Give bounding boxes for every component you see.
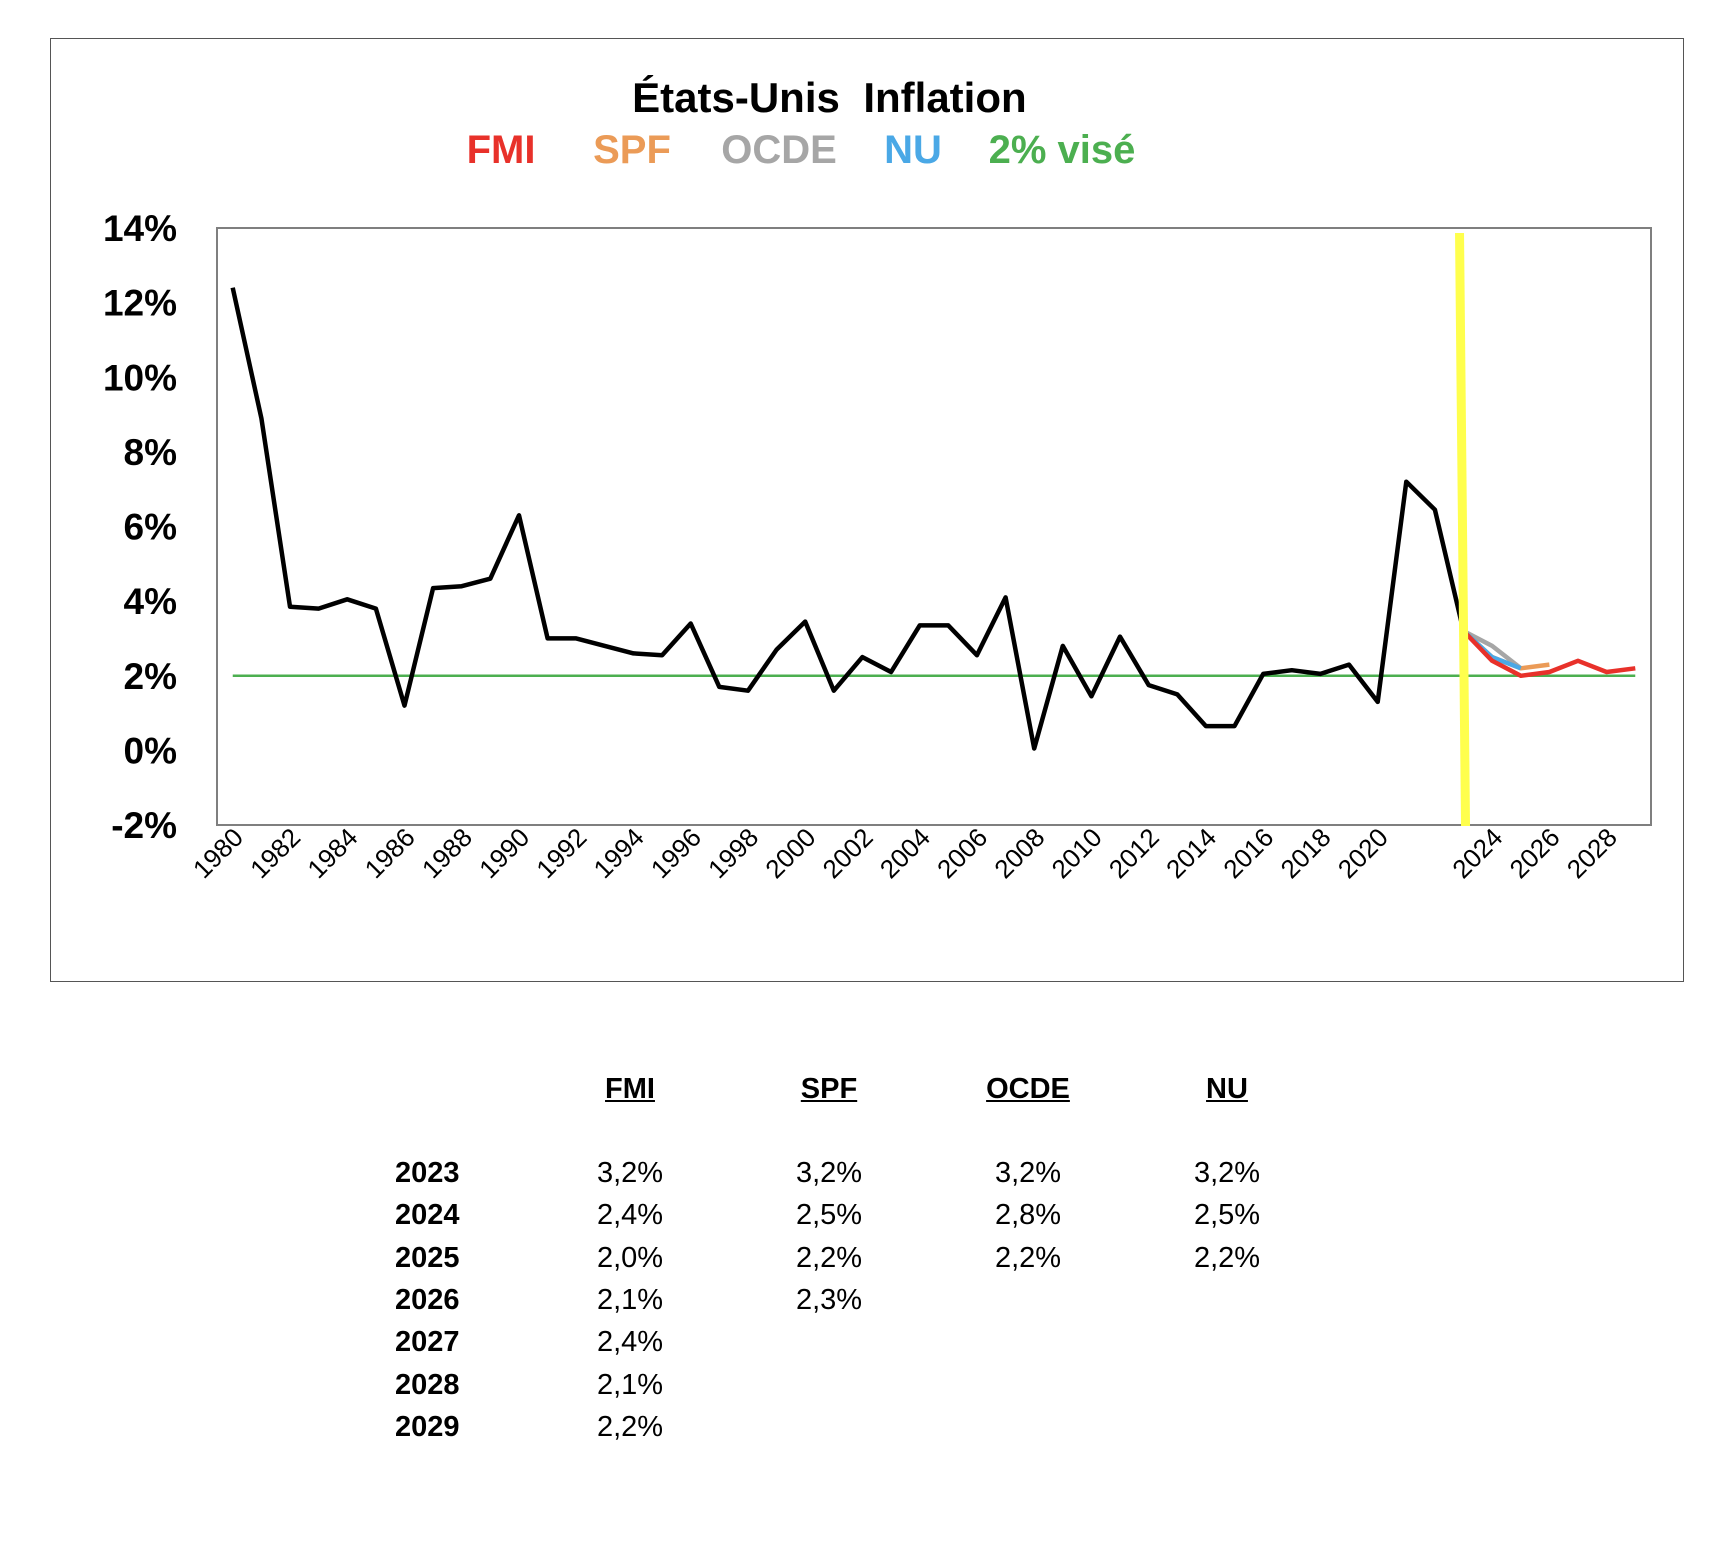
x-tick-label: 1990 (473, 822, 535, 884)
y-tick-label: 14% (103, 208, 177, 249)
plot-area (216, 227, 1652, 826)
table-cell: 2,4% (596, 1326, 664, 1359)
y-tick-label: 12% (103, 283, 177, 324)
x-tick-label: 2024 (1446, 822, 1508, 884)
chart-title: États-Unis (632, 74, 840, 121)
table-header-spf: SPF (800, 1073, 858, 1105)
x-tick-label: 2002 (817, 822, 879, 884)
table-row-year: 2027 (395, 1326, 460, 1359)
y-tick-label: 2% (124, 656, 177, 697)
table-cell: 2,5% (1193, 1199, 1261, 1232)
x-tick-label: 1996 (645, 822, 707, 884)
table-cell: 2,2% (994, 1241, 1062, 1274)
x-tick-label: 2012 (1103, 822, 1165, 884)
x-tick-label: 2008 (988, 822, 1050, 884)
y-tick-label: 10% (103, 357, 177, 398)
table-cell: 3,2% (795, 1157, 863, 1189)
table-cell: 3,2% (596, 1157, 664, 1189)
x-tick-label: 1980 (187, 822, 249, 884)
table-cell: 2,2% (795, 1241, 863, 1274)
table-row-year: 2026 (395, 1283, 460, 1316)
table-cell: 2,1% (596, 1283, 664, 1316)
table-cell: 2,3% (795, 1283, 863, 1316)
legend-item-4: NU (884, 128, 942, 172)
y-tick-label: 8% (124, 432, 177, 473)
chart-container: États-Unis Inflation FMI SPF OCDE NU 2% visé 14… (50, 38, 1684, 982)
series-line-fmi (1461, 629, 1636, 679)
series-line-ocde (1462, 629, 1523, 671)
legend-item-5: 2% visé (989, 128, 1136, 172)
legend-item-1: FMI (467, 128, 536, 172)
table-cell: 2,0% (596, 1241, 664, 1274)
table-header-ocde: OCDE (986, 1073, 1070, 1105)
x-tick-label: 1982 (244, 822, 306, 884)
x-tick-label: 2010 (1046, 822, 1108, 884)
table-row-year: 2024 (395, 1199, 460, 1232)
table-row-year: 2028 (395, 1368, 460, 1401)
chart-svg: États-Unis Inflation FMI SPF OCDE NU 2% visé 14… (103, 74, 1652, 884)
x-tick-label: 1994 (588, 822, 650, 884)
table-row-year: 2025 (395, 1241, 460, 1274)
legend-item-3: OCDE (721, 128, 837, 172)
x-tick-label: 1998 (702, 822, 764, 884)
x-tick-label: 2016 (1217, 822, 1279, 884)
y-tick-label: 4% (124, 581, 177, 622)
chart-title-right: Inflation (863, 74, 1026, 121)
highlight-line (1455, 232, 1471, 827)
x-tick-label: 2014 (1160, 822, 1222, 884)
x-tick-label: 1988 (416, 822, 478, 884)
table-header-nu: NU (1206, 1073, 1248, 1105)
y-tick-label: -2% (111, 805, 177, 846)
x-tick-label: 2000 (759, 822, 821, 884)
table-cell: 2,4% (596, 1199, 664, 1232)
table-cell: 2,2% (1193, 1241, 1261, 1274)
table-cell: 2,5% (795, 1199, 863, 1232)
x-tick-label: 2028 (1561, 822, 1623, 884)
table-header-fmi: FMI (605, 1073, 655, 1105)
y-tick-label: 6% (124, 507, 177, 548)
x-tick-label: 1992 (530, 822, 592, 884)
y-tick-label: 0% (124, 730, 177, 771)
table-cell: 3,2% (994, 1157, 1062, 1189)
x-tick-label: 2006 (931, 822, 993, 884)
x-tick-label: 2020 (1332, 822, 1394, 884)
x-tick-label: 2026 (1504, 822, 1566, 884)
table-cell: 2,2% (596, 1410, 664, 1443)
x-tick-label: 2018 (1275, 822, 1337, 884)
series-line-actual (230, 287, 1466, 751)
table-row-year: 2029 (395, 1410, 460, 1443)
table-row-year: 2023 (395, 1157, 460, 1189)
legend-item-2: SPF (593, 128, 671, 172)
table-cell: 2,8% (994, 1199, 1062, 1232)
x-tick-label: 2004 (874, 822, 936, 884)
x-tick-label: 1986 (359, 822, 421, 884)
table-cell: 2,1% (596, 1368, 664, 1401)
x-tick-label: 1984 (301, 822, 363, 884)
table-cell: 3,2% (1193, 1157, 1261, 1189)
